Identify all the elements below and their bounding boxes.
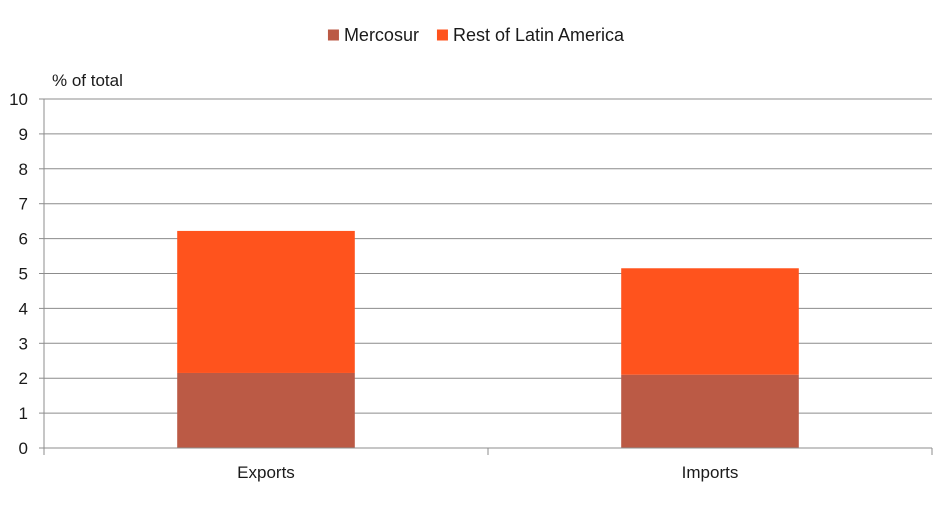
bar-exports-rest-of-latin-america [177,230,355,373]
y-tick-label: 6 [19,230,28,249]
y-axis-ticks: 0 1 2 3 4 5 6 7 8 9 10 [9,90,44,458]
y-tick-label: 2 [19,369,28,388]
legend-swatch [436,29,448,41]
y-tick-label: 7 [19,195,28,214]
legend-label: Rest of Latin America [453,25,625,45]
y-axis-unit-label: % of total [52,71,123,90]
bars [177,230,799,448]
legend-label: Mercosur [344,25,419,45]
legend: Mercosur Rest of Latin America [327,25,625,45]
bar-imports-mercosur [621,374,799,448]
legend-item: Rest of Latin America [436,25,625,45]
y-tick-label: 3 [19,334,28,353]
legend-swatch [327,29,339,41]
y-tick-label: 5 [19,265,28,284]
legend-item: Mercosur [327,25,419,45]
bar-imports-rest-of-latin-america [621,268,799,375]
bar-exports-mercosur [177,372,355,448]
y-tick-label: 4 [19,299,28,318]
y-tick-label: 9 [19,125,28,144]
x-tick-label: Imports [682,463,739,482]
x-tick-label: Exports [237,463,295,482]
y-tick-label: 0 [19,439,28,458]
y-tick-label: 8 [19,160,28,179]
y-tick-label: 1 [19,404,28,423]
x-axis-ticks: Exports Imports [43,448,933,482]
y-tick-label: 10 [9,90,28,109]
